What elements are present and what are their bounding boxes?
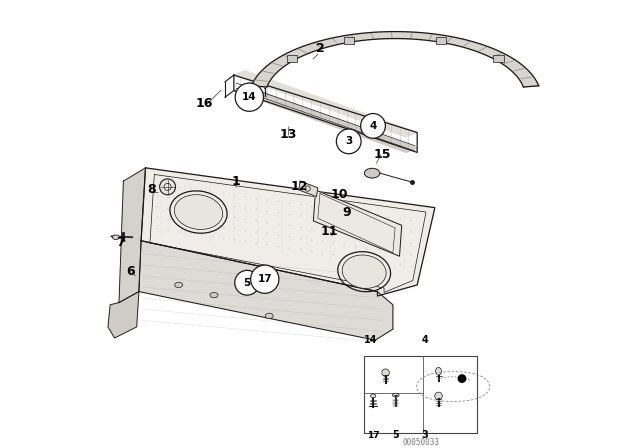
Text: 11: 11 [321, 225, 339, 238]
Bar [287, 55, 297, 62]
Circle shape [251, 265, 279, 293]
Circle shape [382, 369, 389, 376]
Text: 10: 10 [330, 188, 348, 201]
Ellipse shape [364, 168, 380, 178]
Text: 17: 17 [367, 431, 380, 440]
Text: 13: 13 [280, 128, 297, 141]
Text: 7: 7 [116, 237, 125, 250]
Circle shape [235, 270, 259, 295]
Ellipse shape [175, 282, 182, 288]
Circle shape [235, 83, 264, 111]
Ellipse shape [436, 367, 442, 375]
Text: 16: 16 [196, 97, 213, 110]
Text: 17: 17 [257, 274, 272, 284]
Polygon shape [234, 86, 417, 152]
Text: 5: 5 [392, 430, 399, 440]
Polygon shape [119, 168, 145, 302]
Text: 1: 1 [232, 175, 241, 188]
Circle shape [361, 113, 385, 138]
Text: 00050033: 00050033 [402, 438, 439, 447]
Ellipse shape [342, 255, 386, 289]
Polygon shape [252, 32, 539, 87]
Ellipse shape [210, 293, 218, 298]
Text: 12: 12 [291, 180, 308, 193]
Ellipse shape [174, 194, 223, 229]
Text: 2: 2 [316, 42, 324, 55]
Circle shape [458, 374, 467, 383]
Ellipse shape [265, 313, 273, 319]
Text: 15: 15 [373, 148, 390, 161]
Text: 4: 4 [422, 335, 428, 345]
Ellipse shape [113, 235, 120, 239]
Bar [436, 37, 447, 44]
Bar [344, 37, 355, 44]
Polygon shape [299, 181, 318, 197]
Text: 3: 3 [345, 136, 353, 146]
Circle shape [337, 129, 361, 154]
Text: 4: 4 [369, 121, 377, 131]
Polygon shape [108, 292, 139, 338]
Text: 6: 6 [127, 265, 135, 278]
Ellipse shape [371, 394, 376, 398]
Text: 5: 5 [243, 278, 251, 288]
Bar [364, 356, 477, 433]
Polygon shape [141, 168, 435, 296]
Polygon shape [234, 71, 417, 137]
Text: 9: 9 [342, 206, 351, 219]
Text: 14: 14 [242, 92, 257, 102]
Text: 8: 8 [147, 184, 156, 197]
Ellipse shape [392, 393, 399, 397]
Bar [493, 55, 504, 62]
Polygon shape [139, 241, 393, 340]
Circle shape [435, 392, 442, 400]
Circle shape [159, 179, 175, 195]
Text: 3: 3 [422, 430, 428, 440]
Polygon shape [314, 190, 402, 256]
Text: 14: 14 [364, 335, 378, 345]
